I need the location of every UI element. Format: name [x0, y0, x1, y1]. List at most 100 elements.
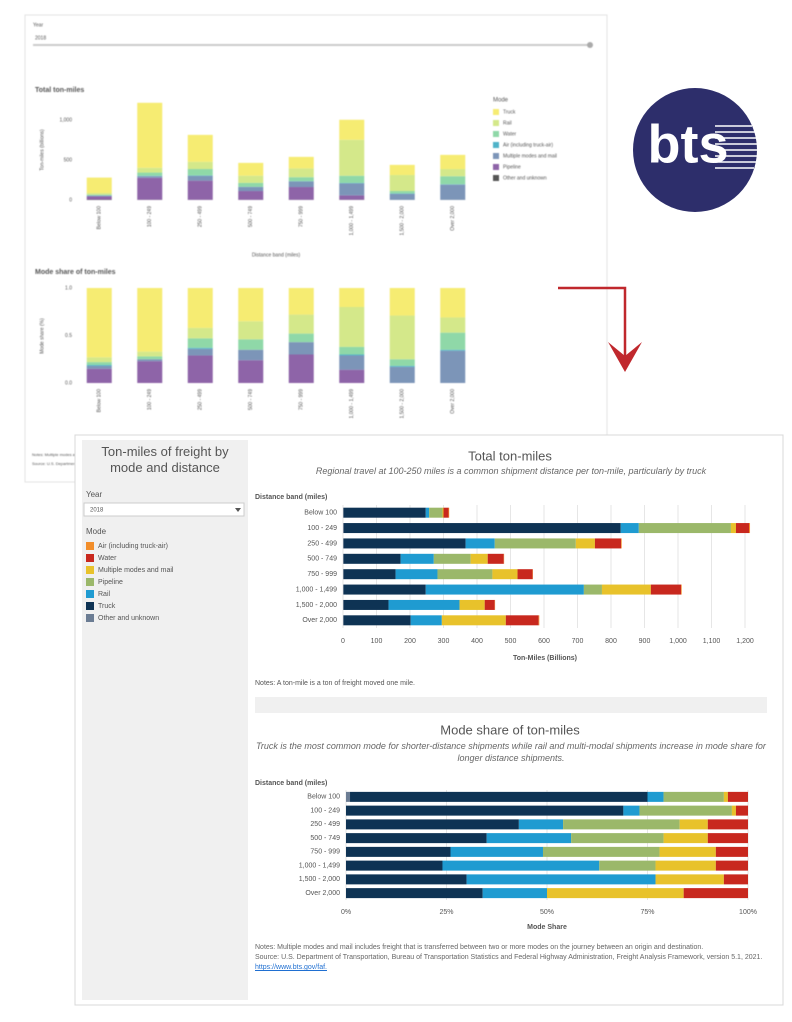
bar-segment [86, 288, 112, 358]
bar-segment [86, 195, 112, 197]
bar-segment [433, 553, 471, 564]
category-label: 750 - 999 [299, 389, 305, 410]
x-tick-label: 700 [572, 638, 584, 645]
bar-segment [518, 819, 564, 830]
bar-segment [339, 307, 365, 347]
bar-segment [487, 553, 504, 564]
bar-segment [86, 364, 112, 366]
bar-segment [343, 538, 466, 549]
legend-swatch [493, 109, 499, 115]
category-label: 1,500 - 2,000 [299, 876, 340, 883]
legend-swatch [86, 602, 94, 610]
dropdown-caret [235, 508, 241, 512]
bar-segment [389, 315, 415, 360]
source-link[interactable]: https://www.bts.gov/faf. [255, 964, 327, 971]
x-tick-label: 200 [404, 638, 416, 645]
source-line: Source: U.S. Department of Transportatio… [255, 953, 767, 973]
chart-title: Total ton-miles [468, 448, 552, 463]
bar-segment [350, 791, 648, 802]
bar-segment [655, 874, 724, 885]
bar-segment [187, 347, 213, 349]
category-label: 1,500 - 2,000 [400, 389, 406, 419]
bar-segment [339, 369, 365, 383]
bar-segment [440, 317, 466, 333]
bar-segment [440, 349, 466, 351]
sidebar [82, 440, 248, 1000]
notes: Notes: A ton-mile is a ton of freight mo… [255, 680, 415, 687]
category-label: 250 - 499 [198, 206, 204, 227]
bar-segment [727, 791, 748, 802]
y-axis-label: Mode share (%) [39, 318, 45, 354]
bar-segment [339, 195, 365, 200]
bar-segment [346, 860, 443, 871]
bar-segment [389, 288, 415, 316]
bar-segment [86, 194, 112, 196]
category-label: Over 2,000 [305, 890, 340, 897]
bar-segment [86, 177, 112, 194]
category-label: 100 - 249 [307, 525, 337, 532]
bar-segment [238, 175, 264, 183]
logo-stripes [715, 125, 757, 169]
bar-segment [238, 349, 264, 361]
bar-segment [599, 860, 656, 871]
category-label: 500 - 749 [248, 389, 254, 410]
bar-segment [425, 507, 430, 518]
bar-segment [137, 288, 163, 352]
bar-segment [339, 175, 365, 183]
x-tick-label: 300 [438, 638, 450, 645]
bar-segment [343, 569, 344, 580]
bar-segment [441, 615, 506, 626]
bar-segment [440, 288, 466, 318]
bar-segment [86, 362, 112, 365]
x-tick-label: 900 [639, 638, 651, 645]
bar-segment [440, 169, 466, 177]
category-label: 100 - 249 [147, 206, 153, 227]
year-dropdown[interactable] [83, 502, 245, 517]
bar-segment [389, 359, 415, 366]
slider-knob [587, 42, 593, 48]
y-tick-label: 0.5 [65, 333, 72, 339]
bar-segment [288, 354, 314, 383]
category-label: 100 - 249 [147, 389, 153, 410]
legend-label: Multiple modes and mail [503, 153, 557, 159]
category-label: Below 100 [97, 389, 103, 413]
x-tick-label: 100% [739, 909, 757, 916]
category-label: 250 - 499 [310, 821, 340, 828]
bar-segment [343, 569, 396, 580]
bar-segment [346, 833, 487, 844]
category-label: 250 - 499 [198, 389, 204, 410]
category-axis-label: Distance band (miles) [255, 780, 327, 787]
legend-label: Water [98, 555, 117, 562]
chart-subtitle: Regional travel at 100-250 miles is a co… [316, 466, 706, 476]
bar-segment [442, 507, 444, 518]
bar-segment [137, 351, 163, 357]
bar-segment [343, 615, 411, 626]
bar-segment [346, 805, 624, 816]
bar-segment [647, 791, 664, 802]
y-tick-label: 1,000 [59, 117, 72, 123]
category-label: 750 - 999 [310, 849, 340, 856]
legend-label: Rail [98, 591, 111, 598]
bar-segment [388, 599, 460, 610]
y-axis-label: Ton-miles (billions) [39, 129, 45, 171]
bar-segment [343, 523, 345, 534]
filter-value: 2018 [90, 508, 104, 514]
bar-segment [187, 327, 213, 339]
bar-segment [650, 584, 682, 595]
legend-swatch [493, 153, 499, 159]
bar-segment [339, 355, 365, 370]
bar-segment [238, 321, 264, 340]
bar-segment [563, 819, 680, 830]
new-dashboard: Ton-miles of freight by mode and distanc… [74, 434, 784, 1006]
legend-swatch [493, 175, 499, 181]
footnotes-block: Notes: Multiple modes and mail includes … [255, 943, 767, 973]
source: Source: U.S. Department of Transportatio… [255, 954, 763, 961]
bar-segment [343, 584, 344, 595]
bar-segment [137, 172, 163, 176]
x-tick-label: 100 [371, 638, 383, 645]
bar-segment [715, 860, 748, 871]
y-tick-label: 0.0 [65, 380, 72, 386]
bar-segment [659, 846, 716, 857]
bar-segment [187, 338, 213, 348]
